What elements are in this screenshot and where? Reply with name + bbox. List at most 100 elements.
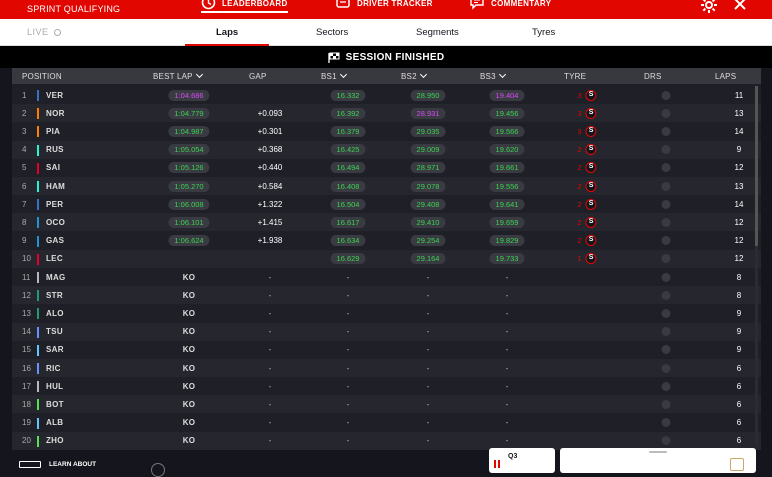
table-row[interactable]: 11 MAG KO - - - - 8: [12, 268, 761, 286]
driver-code[interactable]: PIA: [46, 126, 61, 136]
driver-code[interactable]: LEC: [46, 254, 63, 264]
driver-code[interactable]: GAS: [46, 236, 65, 246]
col-bs3[interactable]: BS3: [480, 70, 506, 81]
driver-code[interactable]: ALO: [46, 308, 64, 318]
tab-commentary-label: COMMENTARY: [491, 0, 552, 8]
bs3-value: -: [505, 363, 509, 373]
driver-code[interactable]: VER: [46, 90, 64, 100]
bs1-cell: 16.634: [330, 232, 366, 250]
col-bs1-label: BS1: [321, 72, 337, 81]
bs3-value: -: [505, 436, 509, 446]
tab-leaderboard[interactable]: LEADERBOARD: [201, 0, 288, 13]
table-row[interactable]: 2 NOR 1:04.779 +0.093 16.392 28.931 19.456 3 S 13: [12, 104, 761, 123]
close-icon[interactable]: [732, 0, 748, 19]
table-row[interactable]: 12 STR KO - - - - 8: [12, 286, 761, 305]
table-row[interactable]: 5 SAI 1:05.126 +0.440 16.494 28.971 19.661 2 S 12: [12, 158, 761, 177]
table-row[interactable]: 15 SAR KO - - - - 9: [12, 340, 761, 359]
tyre-age: 2: [577, 181, 582, 191]
col-bs2[interactable]: BS2: [401, 70, 427, 81]
driver-code[interactable]: RUS: [46, 145, 64, 155]
position-number: 11: [22, 272, 31, 282]
driver-code[interactable]: SAR: [46, 345, 64, 355]
session-title: SPRINT QUALIFYING: [27, 4, 121, 14]
q3-card[interactable]: Q3: [489, 448, 555, 473]
position-number: 14: [22, 327, 31, 337]
soft-tyre-icon: S: [585, 162, 597, 174]
app-header: SPRINT QUALIFYING LEADERBOARD DRIVER TRA…: [0, 0, 772, 19]
sponsor-card[interactable]: [560, 448, 756, 473]
position-number: 2: [22, 108, 27, 118]
driver-code[interactable]: TSU: [46, 327, 63, 337]
bs1-cell: 16.332: [330, 86, 366, 104]
tab-laps[interactable]: Laps: [184, 27, 270, 46]
best-cell: 1:05.270: [168, 177, 210, 195]
gap-value: -: [268, 327, 272, 337]
tab-sectors[interactable]: Sectors: [316, 27, 349, 38]
bs1-value: 16.617: [330, 216, 366, 228]
tab-segments[interactable]: Segments: [416, 27, 459, 38]
col-best-lap[interactable]: BEST LAP: [153, 70, 203, 81]
gap-value: -: [268, 308, 272, 318]
bs1-value: 16.408: [330, 180, 366, 192]
tyre-age: 2: [577, 163, 582, 173]
driver-code[interactable]: ZHO: [46, 436, 64, 446]
team-color-bar: [37, 235, 39, 247]
learn-about-link[interactable]: LEARN ABOUT: [19, 461, 96, 468]
driver-code[interactable]: STR: [46, 290, 63, 300]
table-row[interactable]: 7 PER 1:06.008 +1.322 16.504 29.408 19.641 2 S 14: [12, 195, 761, 214]
table-row[interactable]: 14 TSU KO - - - - 9: [12, 322, 761, 341]
bs1-cell: 16.617: [330, 213, 366, 231]
drs-indicator-icon: [661, 217, 671, 227]
gap-value: +0.093: [257, 108, 283, 118]
tab-tyres[interactable]: Tyres: [532, 27, 556, 38]
driver-code[interactable]: ALB: [46, 418, 64, 428]
driver-code[interactable]: BOT: [46, 399, 64, 409]
table-row[interactable]: 16 RIC KO - - - - 6: [12, 359, 761, 377]
table-row[interactable]: 18 BOT KO - - - - 6: [12, 395, 761, 414]
driver-code[interactable]: OCO: [46, 217, 66, 227]
circle-button[interactable]: [151, 463, 165, 477]
soft-tyre-icon: S: [585, 125, 597, 137]
table-row[interactable]: 20 ZHO KO - - - - 6: [12, 431, 761, 450]
team-color-bar: [37, 308, 39, 320]
table-row[interactable]: 9 GAS 1:06.624 +1.938 16.634 29.254 19.829 2 S 12: [12, 231, 761, 250]
driver-code[interactable]: HUL: [46, 381, 64, 391]
driver-code[interactable]: RIC: [46, 363, 61, 373]
drs-indicator-icon: [661, 327, 671, 337]
tab-driver-tracker-label: DRIVER TRACKER: [357, 0, 433, 8]
driver-code[interactable]: NOR: [46, 108, 65, 118]
drs-cell: [661, 395, 671, 413]
bs2-value: 28.971: [410, 162, 446, 174]
tab-commentary[interactable]: COMMENTARY: [469, 0, 551, 10]
driver-code[interactable]: SAI: [46, 163, 61, 173]
drs-cell: [661, 323, 671, 341]
table-row[interactable]: 19 ALB KO - - - - 6: [12, 413, 761, 432]
gear-icon[interactable]: [700, 0, 718, 19]
scrollbar-thumb[interactable]: [755, 86, 758, 246]
scrollbar[interactable]: [755, 86, 758, 445]
team-color-bar: [37, 326, 39, 338]
gap-value: +1.415: [257, 217, 283, 227]
table-row[interactable]: 1 VER 1:04.686 16.332 28.950 19.404 3 S 11: [12, 86, 761, 104]
table-row[interactable]: 13 ALO KO - - - - 9: [12, 304, 761, 323]
driver-code[interactable]: MAG: [46, 272, 66, 282]
table-row[interactable]: 4 RUS 1:05.054 +0.368 16.425 29.009 19.620 2 S 9: [12, 140, 761, 159]
live-toggle[interactable]: LIVE: [27, 27, 61, 37]
drs-indicator-icon: [661, 254, 671, 264]
table-row[interactable]: 8 OCO 1:06.101 +1.415 16.617 29.410 19.659 2 S 12: [12, 213, 761, 232]
table-row[interactable]: 17 HUL KO - - - - 6: [12, 377, 761, 396]
bs1-value: -: [346, 399, 350, 409]
table-row[interactable]: 6 HAM 1:05.270 +0.584 16.408 29.078 19.556 2 S 13: [12, 177, 761, 195]
bs2-value: -: [426, 308, 430, 318]
bs3-value: 19.456: [489, 107, 525, 119]
table-row[interactable]: 3 PIA 1:04.987 +0.301 16.379 29.035 19.566 3 S 14: [12, 122, 761, 141]
table-row[interactable]: 10 LEC 16.629 29.164 19.733 1 S 12: [12, 249, 761, 268]
bs2-value: -: [426, 290, 430, 300]
tab-driver-tracker[interactable]: DRIVER TRACKER: [335, 0, 433, 10]
position-number: 9: [22, 236, 27, 246]
col-bs1[interactable]: BS1: [321, 70, 347, 81]
driver-code[interactable]: PER: [46, 199, 64, 209]
driver-code[interactable]: HAM: [46, 181, 66, 191]
drag-handle[interactable]: [649, 451, 667, 453]
